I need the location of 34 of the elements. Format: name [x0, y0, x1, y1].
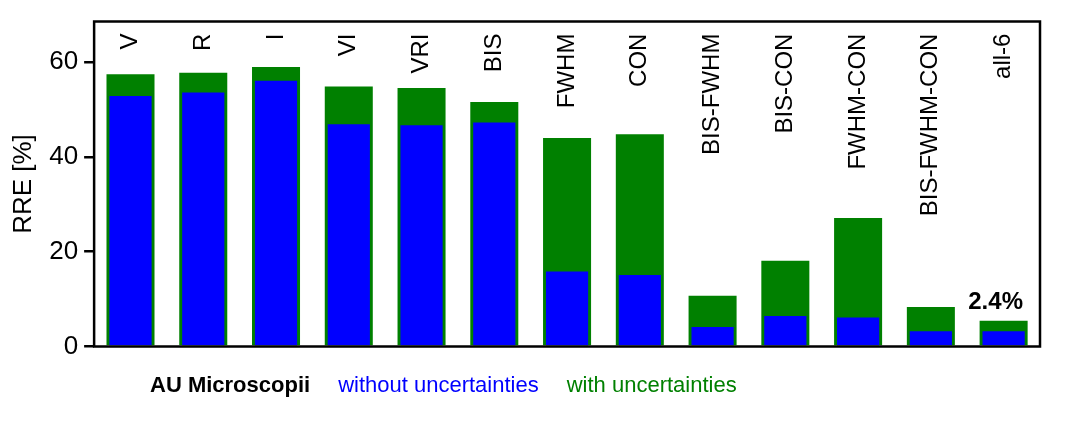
bar — [545, 271, 589, 346]
x-tick-label: BIS-CON — [769, 33, 797, 134]
series-label: with uncertainties — [566, 372, 737, 398]
bar — [327, 124, 370, 346]
bar — [764, 316, 807, 346]
bar — [982, 331, 1025, 346]
y-tick-label: 20 — [49, 234, 79, 265]
y-tick-label: 0 — [63, 329, 79, 360]
x-tick-label: BIS — [478, 33, 506, 73]
bar — [182, 92, 225, 346]
bar — [400, 125, 443, 346]
series-label: without uncertainties — [338, 372, 539, 398]
x-tick-label: I — [260, 33, 288, 41]
x-tick-label: FWHM — [551, 33, 579, 109]
bar — [909, 331, 952, 346]
x-tick-label: BIS-FWHM-CON — [915, 33, 943, 217]
x-tick-label: VRI — [406, 33, 434, 74]
x-tick-label: all-6 — [988, 33, 1016, 79]
y-axis-title: RRE [%] — [6, 134, 37, 234]
bar — [473, 122, 516, 346]
y-tick-label: 60 — [49, 45, 79, 76]
x-tick-label: FWHM-CON — [842, 33, 870, 170]
bar — [618, 274, 661, 346]
x-tick-label: R — [187, 33, 215, 51]
annotation: 2.4% — [968, 287, 1023, 315]
bar — [691, 326, 734, 346]
x-tick-label: VI — [333, 33, 361, 57]
bar — [837, 317, 880, 346]
bar — [109, 95, 152, 346]
y-tick-label: 40 — [49, 140, 79, 171]
x-tick-label: V — [115, 33, 143, 50]
legend-title: AU Microscopii — [150, 372, 311, 398]
x-tick-label: BIS-FWHM — [697, 33, 725, 155]
x-tick-label: CON — [624, 33, 652, 87]
